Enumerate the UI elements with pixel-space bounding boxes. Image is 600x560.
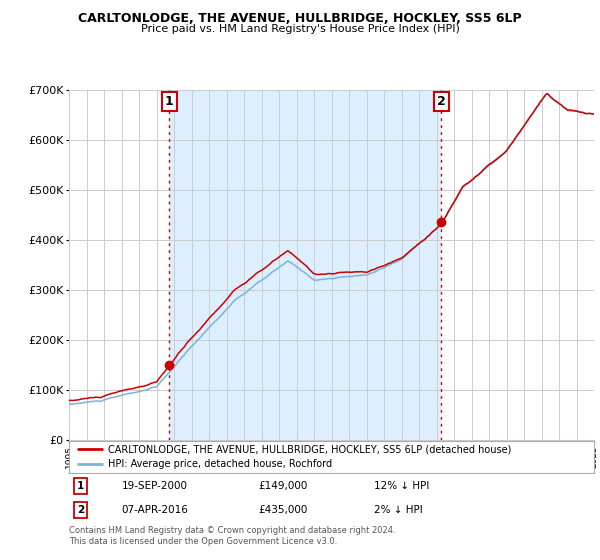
Text: 19-SEP-2000: 19-SEP-2000 xyxy=(121,480,187,491)
Text: CARLTONLODGE, THE AVENUE, HULLBRIDGE, HOCKLEY, SS5 6LP (detached house): CARLTONLODGE, THE AVENUE, HULLBRIDGE, HO… xyxy=(109,445,512,455)
Text: HPI: Average price, detached house, Rochford: HPI: Average price, detached house, Roch… xyxy=(109,459,332,469)
Text: 1: 1 xyxy=(165,95,173,108)
Text: 2: 2 xyxy=(77,505,84,515)
Text: Price paid vs. HM Land Registry's House Price Index (HPI): Price paid vs. HM Land Registry's House … xyxy=(140,24,460,34)
Text: 07-APR-2016: 07-APR-2016 xyxy=(121,505,188,515)
Text: £149,000: £149,000 xyxy=(258,480,307,491)
Text: 2% ↓ HPI: 2% ↓ HPI xyxy=(373,505,422,515)
Text: CARLTONLODGE, THE AVENUE, HULLBRIDGE, HOCKLEY, SS5 6LP: CARLTONLODGE, THE AVENUE, HULLBRIDGE, HO… xyxy=(78,12,522,25)
Bar xyxy=(169,90,441,440)
Text: Contains HM Land Registry data © Crown copyright and database right 2024.
This d: Contains HM Land Registry data © Crown c… xyxy=(69,526,395,546)
Text: 12% ↓ HPI: 12% ↓ HPI xyxy=(373,480,429,491)
Text: 1: 1 xyxy=(77,480,84,491)
Text: £435,000: £435,000 xyxy=(258,505,307,515)
Text: 2: 2 xyxy=(437,95,446,108)
